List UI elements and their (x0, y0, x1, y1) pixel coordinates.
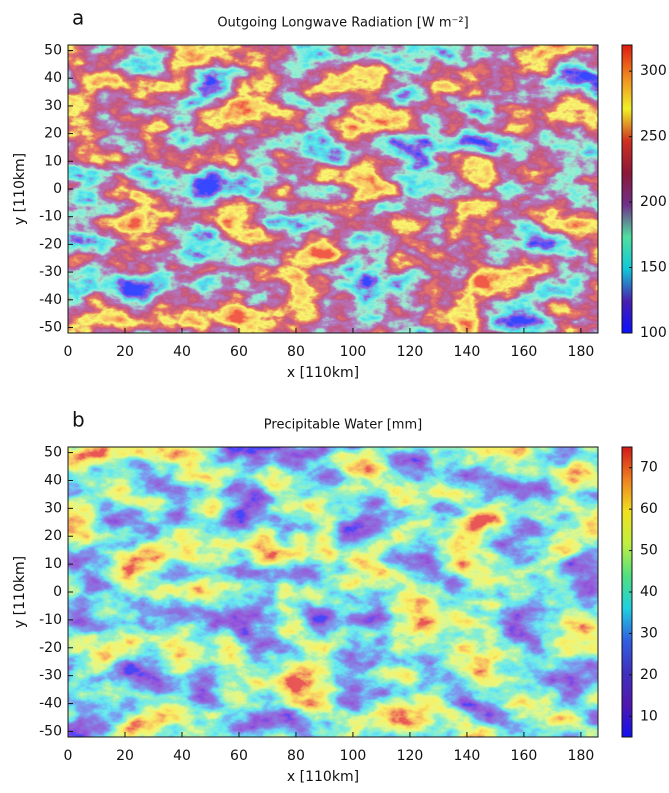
x-tick-label: 20 (116, 748, 134, 764)
colorbar-tick-label: 300 (640, 63, 667, 79)
x-tick-label: 60 (230, 344, 248, 360)
colorbar-tick-label: 10 (640, 708, 658, 724)
x-tick-label: 20 (116, 344, 134, 360)
x-tick-label: 140 (454, 748, 481, 764)
y-tick-label: 20 (44, 126, 62, 142)
x-tick-label: 140 (454, 344, 481, 360)
y-tick-label: -20 (39, 236, 62, 252)
y-tick-label: 50 (44, 43, 62, 59)
colorbar-tick-label: 200 (640, 194, 667, 210)
x-tick-label: 80 (287, 748, 305, 764)
panel-label: b (72, 408, 85, 432)
colorbar-tick-label: 60 (640, 501, 658, 517)
x-tick-label: 120 (397, 344, 424, 360)
x-axis-label: x [110km] (287, 365, 359, 381)
y-tick-label: -50 (39, 723, 62, 739)
y-tick-label: -10 (39, 612, 62, 628)
x-tick-label: 160 (511, 748, 538, 764)
y-tick-label: -30 (39, 668, 62, 684)
chart-title: Precipitable Water [mm] (264, 418, 422, 433)
colorbar-tick-label: 70 (640, 460, 658, 476)
y-tick-label: 50 (44, 445, 62, 461)
x-axis-label: x [110km] (287, 769, 359, 785)
y-tick-label: 20 (44, 528, 62, 544)
y-axis-label: y [110km] (12, 153, 28, 225)
panel-label: a (72, 6, 84, 30)
x-tick-label: 40 (173, 748, 191, 764)
y-tick-label: -50 (39, 319, 62, 335)
x-tick-label: 60 (230, 748, 248, 764)
y-tick-label: 10 (44, 556, 62, 572)
colorbar-tick-label: 30 (640, 625, 658, 641)
field (68, 447, 598, 737)
field (68, 45, 598, 333)
x-tick-label: 100 (340, 344, 367, 360)
y-tick-label: -40 (39, 696, 62, 712)
colorbar-tick-label: 250 (640, 129, 667, 145)
x-tick-label: 180 (568, 748, 595, 764)
y-tick-label: 10 (44, 153, 62, 169)
x-tick-label: 40 (173, 344, 191, 360)
x-tick-label: 120 (397, 748, 424, 764)
colorbar-tick-label: 40 (640, 584, 658, 600)
y-tick-label: 0 (53, 584, 62, 600)
y-tick-label: 0 (53, 181, 62, 197)
x-tick-label: 0 (64, 748, 73, 764)
y-tick-label: 30 (44, 500, 62, 516)
colorbar-tick-label: 150 (640, 260, 667, 276)
y-tick-label: 40 (44, 472, 62, 488)
x-tick-label: 180 (568, 344, 595, 360)
x-tick-label: 160 (511, 344, 538, 360)
y-tick-label: 30 (44, 98, 62, 114)
y-tick-label: 40 (44, 70, 62, 86)
y-tick-label: -40 (39, 292, 62, 308)
colorbar-tick-label: 20 (640, 667, 658, 683)
x-tick-label: 100 (340, 748, 367, 764)
chart-title: Outgoing Longwave Radiation [W m⁻²] (217, 16, 468, 31)
colorbar (621, 44, 633, 334)
y-tick-label: -10 (39, 209, 62, 225)
y-tick-label: -20 (39, 640, 62, 656)
colorbar-tick-label: 50 (640, 543, 658, 559)
y-axis-label: y [110km] (12, 556, 28, 628)
x-tick-label: 0 (64, 344, 73, 360)
colorbar-tick-label: 100 (640, 325, 667, 341)
y-tick-label: -30 (39, 264, 62, 280)
x-tick-label: 80 (287, 344, 305, 360)
